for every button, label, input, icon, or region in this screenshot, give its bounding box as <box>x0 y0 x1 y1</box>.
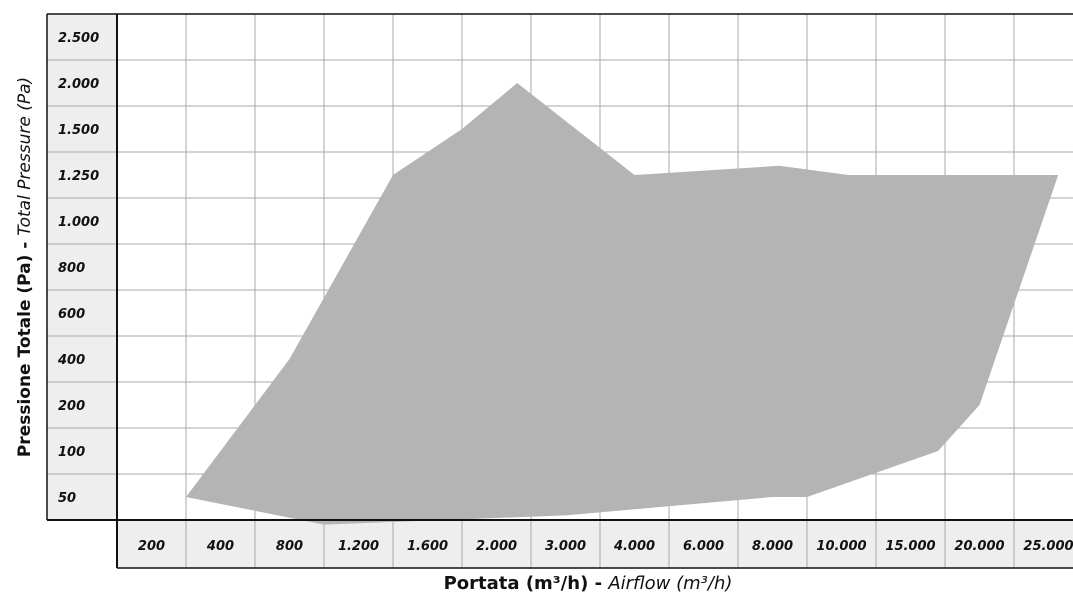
y-tick-label: 2.000 <box>58 77 99 92</box>
y-axis-label-separator: - <box>15 236 35 255</box>
x-axis-title: Portata (m³/h) - Airflow (m³/h) <box>444 573 733 594</box>
x-axis-label-main: Portata (m³/h) <box>444 573 589 594</box>
x-tick-label: 6.000 <box>683 539 724 554</box>
x-tick-label: 25.000 <box>1023 539 1073 554</box>
x-tick-labels: 200 400 800 1.200 1.600 2.000 3.000 4.000 6.000 8… <box>138 539 1073 554</box>
x-tick-label: 200 <box>138 539 165 554</box>
x-tick-label: 1.600 <box>407 539 448 554</box>
x-tick-label: 10.000 <box>816 539 866 554</box>
y-tick-label: 2.500 <box>58 31 99 46</box>
x-tick-label: 1.200 <box>338 539 379 554</box>
y-tick-label: 600 <box>58 307 85 322</box>
operating-area <box>186 83 1059 525</box>
x-tick-label: 3.000 <box>545 539 586 554</box>
x-tick-label: 2.000 <box>476 539 517 554</box>
y-tick-column <box>47 14 117 520</box>
x-tick-row <box>117 520 1073 568</box>
y-tick-label: 100 <box>58 445 85 460</box>
x-tick-label: 15.000 <box>885 539 935 554</box>
y-tick-label: 200 <box>58 399 85 414</box>
x-tick-label: 400 <box>206 539 234 554</box>
area-layer <box>186 83 1059 525</box>
y-tick-label: 1.000 <box>58 215 99 230</box>
x-tick-label: 20.000 <box>954 539 1004 554</box>
frame <box>46 13 1073 569</box>
x-axis-label-alt: Airflow (m³/h) <box>607 573 732 594</box>
y-tick-label: 400 <box>57 353 85 368</box>
x-tick-label: 8.000 <box>752 539 793 554</box>
y-tick-label: 800 <box>58 261 85 276</box>
y-axis-label-alt: Total Pressure (Pa) <box>15 77 35 236</box>
x-tick-label: 4.000 <box>613 539 655 554</box>
y-tick-label: 1.500 <box>58 123 99 138</box>
x-tick-label: 800 <box>276 539 303 554</box>
y-tick-label: 1.250 <box>58 169 99 184</box>
x-axis-label-separator: - <box>588 573 608 594</box>
y-tick-label: 50 <box>58 491 76 506</box>
y-axis-label-main: Pressione Totale (Pa) <box>15 255 35 458</box>
y-tick-labels: 50 100 200 400 600 800 1.000 1.250 1.500 2.000 2.5… <box>57 31 99 506</box>
y-axis-title: Pressione Totale (Pa) - Total Pressure (… <box>15 77 35 457</box>
